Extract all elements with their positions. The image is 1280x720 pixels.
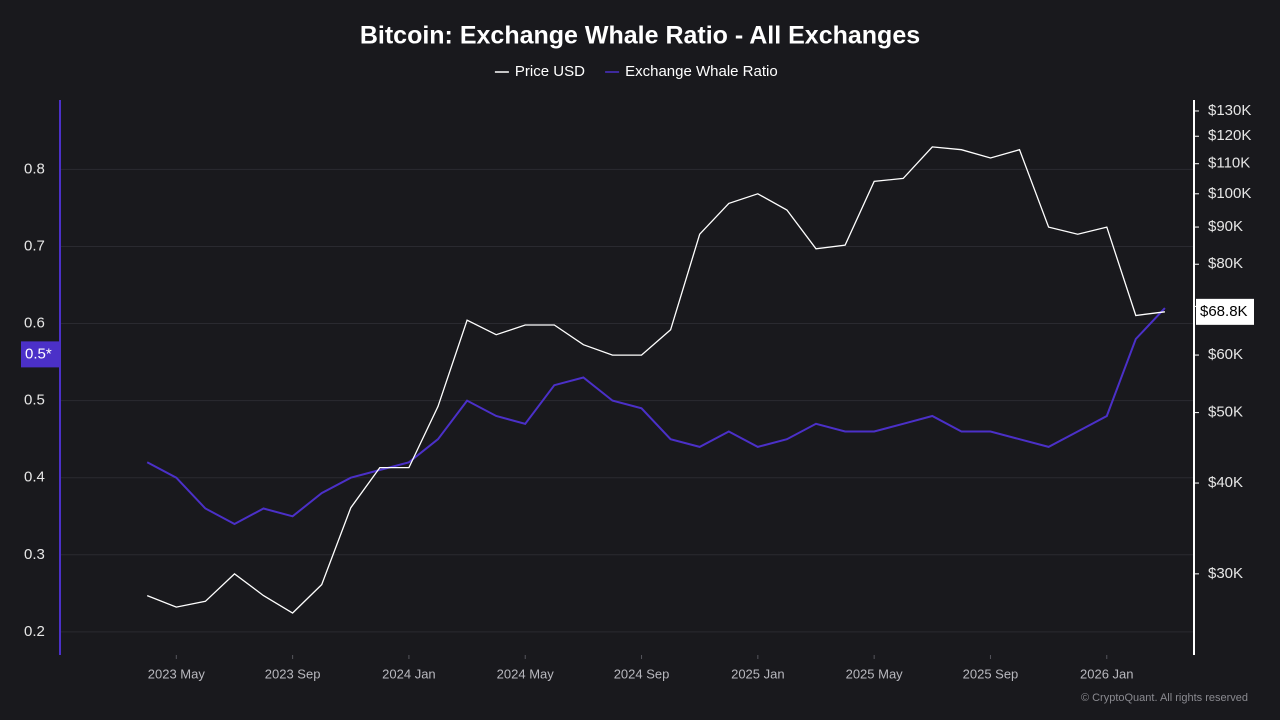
y2-tick-label: $30K xyxy=(1208,565,1243,582)
series-line xyxy=(146,146,1165,614)
y2-tick-label: $130K xyxy=(1208,102,1251,119)
x-tick-label: 2024 Jan xyxy=(382,666,436,681)
y2-tick-label: $40K xyxy=(1208,474,1243,491)
x-tick-label: 2025 Jan xyxy=(731,666,785,681)
y-tick-label: 0.3 xyxy=(24,546,45,563)
y2-tick-label: $60K xyxy=(1208,346,1243,363)
credit: © CryptoQuant. All rights reserved xyxy=(1081,692,1248,704)
y-tick-label: 0.7 xyxy=(24,237,45,254)
y-tick-label: 0.8 xyxy=(24,160,45,177)
current-ratio-label: 0.5* xyxy=(25,345,52,362)
x-tick-label: 2023 May xyxy=(148,666,206,681)
y2-tick-label: $80K xyxy=(1208,255,1243,272)
x-tick-label: 2025 Sep xyxy=(963,666,1019,681)
y-tick-label: 0.2 xyxy=(24,623,45,640)
y2-tick-label: $110K xyxy=(1208,155,1250,172)
legend-label: Price USD xyxy=(515,63,585,80)
current-price-label: $68.8K xyxy=(1200,303,1248,320)
y2-tick-label: $90K xyxy=(1208,218,1243,235)
series-line xyxy=(146,307,1166,526)
current-price-badge xyxy=(1196,298,1254,325)
x-tick-label: 2023 Sep xyxy=(265,666,321,681)
y-tick-label: 0.5 xyxy=(24,392,45,409)
x-tick-label: 2026 Jan xyxy=(1080,666,1134,681)
current-ratio-badge xyxy=(21,341,59,368)
y2-tick-label: $50K xyxy=(1208,404,1243,421)
x-tick-label: 2024 Sep xyxy=(614,666,670,681)
x-tick-label: 2024 May xyxy=(497,666,555,681)
chart-title: Bitcoin: Exchange Whale Ratio - All Exch… xyxy=(360,22,920,50)
y-tick-label: 0.4 xyxy=(24,469,45,486)
y2-tick-label: $120K xyxy=(1208,127,1251,144)
legend-label: Exchange Whale Ratio xyxy=(625,63,778,80)
x-tick-label: 2025 May xyxy=(846,666,904,681)
y2-tick-label: $100K xyxy=(1208,185,1251,202)
y-tick-label: 0.6 xyxy=(24,315,45,332)
